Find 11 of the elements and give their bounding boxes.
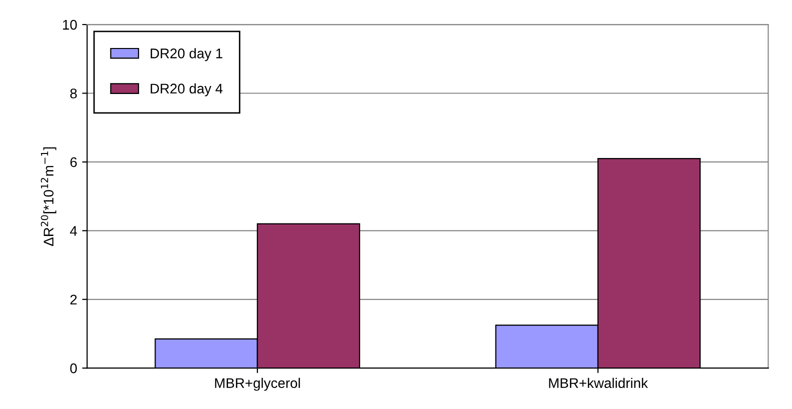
y-tick-label: 8	[70, 88, 77, 98]
x-tick-label: MBR+kwalidrink	[549, 378, 648, 388]
y-tick-label: 4	[70, 226, 77, 236]
y-tick-label: 0	[70, 363, 77, 374]
y-tick-label: 2	[70, 294, 77, 304]
legend-label: DR20 day 4	[150, 83, 223, 96]
y-axis-title: ΔR$^{20}$[*10$^{12}$m$^{−1}$]	[40, 147, 56, 246]
y-tick-label: 10	[63, 20, 77, 30]
x-tick-label: MBR+glycerol	[215, 378, 300, 391]
legend-label: DR20 day 1	[150, 48, 222, 62]
y-tick-label: 6	[70, 157, 77, 168]
